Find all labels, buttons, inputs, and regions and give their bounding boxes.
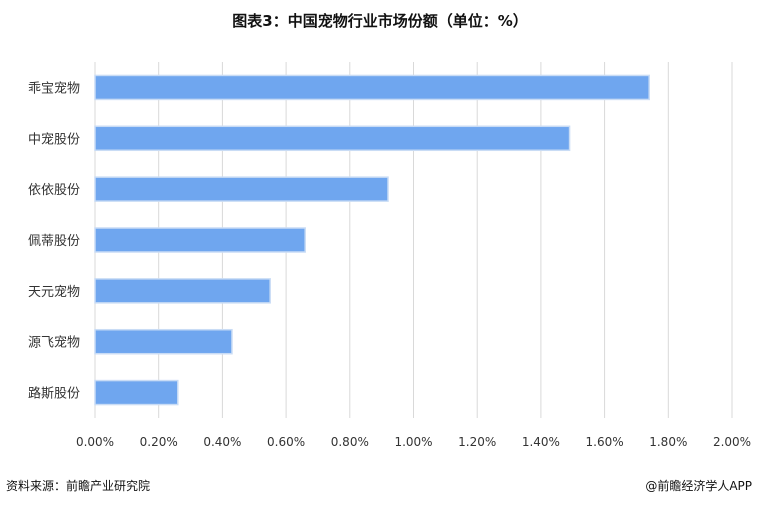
category-label: 乖宝宠物: [28, 80, 80, 96]
x-tick-label: 1.00%: [394, 435, 432, 449]
x-tick-labels: 0.00% 0.20% 0.40% 0.60% 0.80% 1.00% 1.20% 1.40%…: [76, 435, 751, 449]
x-tick-label: 1.40%: [522, 435, 560, 449]
x-tick-label: 0.00%: [76, 435, 114, 449]
x-tick-label: 1.60%: [586, 435, 624, 449]
category-label: 天元宠物: [28, 284, 80, 300]
bar: [94, 227, 306, 253]
source-note: 资料来源：前瞻产业研究院: [6, 479, 151, 493]
x-tick-label: 1.80%: [649, 435, 687, 449]
bar: [94, 278, 271, 304]
x-tick-label: 1.20%: [458, 435, 496, 449]
category-label: 路斯股份: [28, 386, 80, 402]
bar: [94, 125, 571, 152]
brand-note: @前瞻经济学人APP: [645, 479, 752, 493]
x-tick-label: 0.20%: [140, 435, 178, 449]
category-label: 佩蒂股份: [28, 234, 80, 249]
chart-title: 图表3：中国宠物行业市场份额（单位：%）: [232, 12, 528, 30]
x-tick-label: 0.40%: [203, 435, 241, 449]
bar: [94, 176, 389, 202]
bar: [94, 379, 179, 406]
category-label: 源飞宠物: [28, 335, 80, 351]
category-label: 依依股份: [28, 183, 80, 198]
x-tick-label: 0.60%: [267, 435, 305, 449]
x-tick-label: 2.00%: [713, 435, 751, 449]
bar: [94, 328, 233, 355]
x-tick-label: 0.80%: [331, 435, 369, 449]
bar: [94, 74, 650, 101]
bars: [94, 74, 650, 406]
category-label: 中宠股份: [28, 131, 80, 147]
